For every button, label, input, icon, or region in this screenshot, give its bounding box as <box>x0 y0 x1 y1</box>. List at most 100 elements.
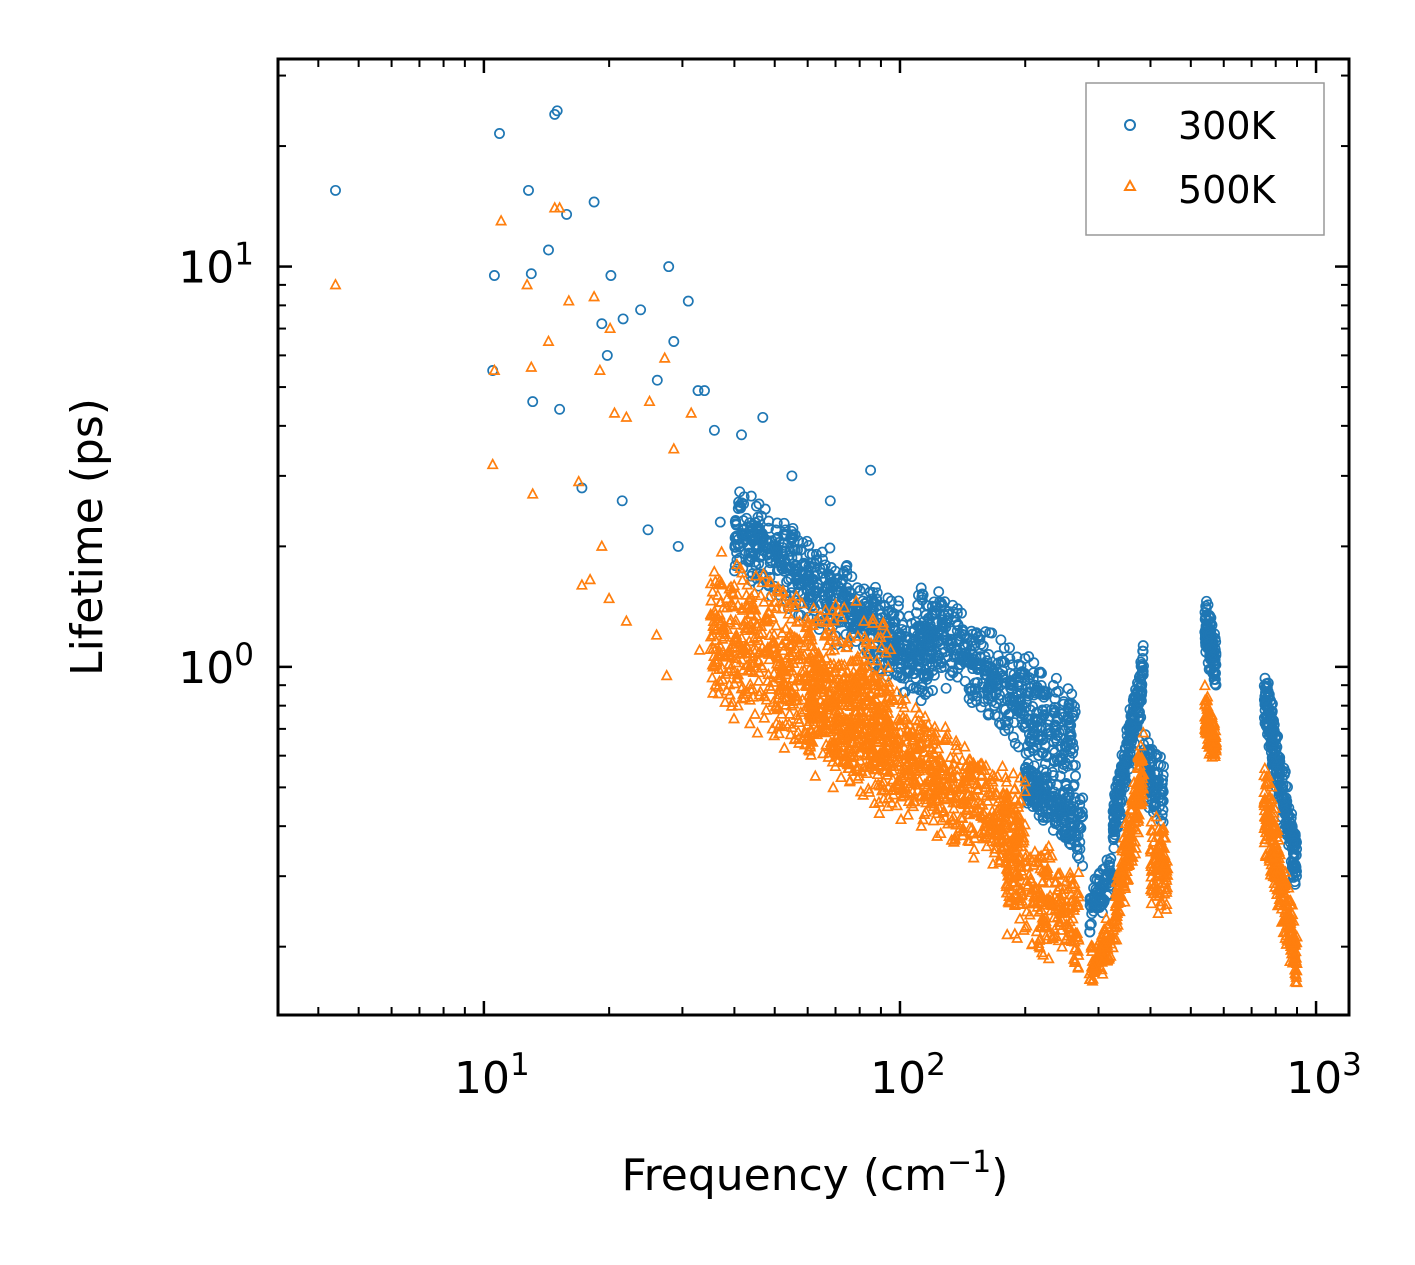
data-point-300k <box>901 632 913 643</box>
data-point-300k <box>1004 675 1016 687</box>
data-point-300k <box>1054 752 1066 764</box>
data-point-500k <box>772 658 785 671</box>
data-point-300k <box>824 495 836 507</box>
data-point-500k <box>807 601 820 614</box>
data-point-500k <box>792 648 805 660</box>
data-point-300k <box>1266 714 1278 726</box>
data-point-500k <box>783 680 796 692</box>
data-point-300k <box>663 261 675 273</box>
data-point-300k <box>1137 640 1149 652</box>
data-point-300k <box>1085 902 1097 913</box>
data-point-500k <box>822 724 835 736</box>
data-point-500k <box>714 595 728 607</box>
data-point-300k <box>692 385 704 397</box>
data-point-300k <box>995 656 1007 668</box>
data-point-500k <box>608 406 621 418</box>
data-point-500k <box>723 615 736 628</box>
data-point-300k <box>930 646 942 658</box>
data-point-300k <box>1272 772 1284 783</box>
data-point-300k <box>978 696 990 708</box>
data-point-300k <box>795 578 807 590</box>
data-point-300k <box>751 543 763 555</box>
data-point-300k <box>523 184 534 196</box>
data-point-500k <box>706 609 719 621</box>
data-point-300k <box>943 606 955 618</box>
data-point-500k <box>771 671 784 683</box>
data-point-300k <box>1037 685 1049 697</box>
data-point-500k <box>772 726 786 739</box>
data-point-300k <box>986 679 998 691</box>
data-point-300k <box>945 642 957 654</box>
data-point-500k <box>715 545 728 557</box>
data-point-300k <box>729 541 741 553</box>
data-point-500k <box>762 604 775 617</box>
data-point-500k <box>751 726 764 738</box>
data-point-300k <box>1026 729 1038 741</box>
data-point-300k <box>1040 749 1052 761</box>
data-point-300k <box>1052 713 1064 725</box>
data-point-500k <box>796 596 809 609</box>
data-point-300k <box>605 270 617 281</box>
data-point-300k <box>905 643 917 655</box>
data-point-300k <box>1036 667 1047 679</box>
data-point-300k <box>960 655 972 667</box>
data-point-500k <box>975 769 988 781</box>
data-point-500k <box>770 702 783 715</box>
data-point-500k <box>488 363 501 375</box>
data-point-300k <box>1060 825 1072 837</box>
data-point-500k <box>770 601 783 614</box>
data-point-300k <box>551 105 563 117</box>
data-point-300k <box>1062 783 1074 795</box>
data-point-300k <box>734 486 746 498</box>
data-point-500k <box>776 626 789 638</box>
data-point-300k <box>927 685 938 696</box>
data-point-500k <box>841 698 854 710</box>
series-layer <box>329 105 1304 988</box>
data-point-300k <box>672 540 684 552</box>
data-point-300k <box>635 304 647 316</box>
data-point-500k <box>783 637 796 649</box>
data-point-300k <box>330 184 341 196</box>
data-point-500k <box>746 622 759 634</box>
data-point-300k <box>749 549 761 561</box>
data-point-300k <box>736 429 747 441</box>
data-point-300k <box>1205 612 1217 624</box>
data-point-500k <box>575 578 588 590</box>
data-point-500k <box>858 630 871 642</box>
data-point-300k <box>1053 685 1064 697</box>
data-point-300k <box>1070 770 1081 782</box>
data-point-500k <box>860 636 873 648</box>
data-point-500k <box>706 585 719 597</box>
data-point-500k <box>758 711 771 723</box>
data-point-500k <box>749 569 762 581</box>
data-point-500k <box>486 457 499 470</box>
data-point-300k <box>1109 818 1121 830</box>
data-point-500k <box>770 716 783 729</box>
data-point-300k <box>820 583 832 595</box>
data-point-300k <box>966 659 978 671</box>
data-point-500k <box>832 659 845 671</box>
data-point-300k <box>1076 806 1088 818</box>
data-point-300k <box>745 490 757 502</box>
data-point-300k <box>926 600 938 612</box>
data-point-500k <box>740 598 754 610</box>
data-point-300k <box>777 548 789 560</box>
data-point-300k <box>1133 711 1145 723</box>
data-point-500k <box>800 612 813 624</box>
data-point-500k <box>767 637 781 649</box>
data-point-500k <box>770 619 783 631</box>
data-point-500k <box>660 668 673 681</box>
data-point-300k <box>1036 734 1048 746</box>
data-point-300k <box>754 533 766 545</box>
data-point-300k <box>921 670 933 682</box>
data-point-500k <box>790 589 803 601</box>
data-point-300k <box>829 565 841 577</box>
data-point-300k <box>1051 817 1062 829</box>
data-point-300k <box>915 622 927 633</box>
data-point-500k <box>788 600 801 612</box>
data-point-300k <box>1128 692 1140 704</box>
data-point-500k <box>740 623 753 636</box>
data-point-500k <box>708 659 721 671</box>
data-point-500k <box>819 603 832 615</box>
data-point-500k <box>884 642 897 655</box>
